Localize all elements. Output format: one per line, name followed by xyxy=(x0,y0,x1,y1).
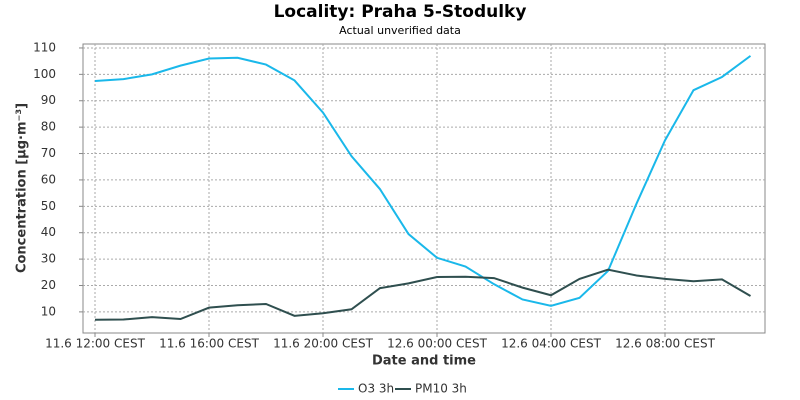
y-tick-label: 100 xyxy=(33,67,56,81)
x-tick-label: 11.6 16:00 CEST xyxy=(159,337,260,351)
y-tick-label: 50 xyxy=(41,199,56,213)
y-tick-label: 90 xyxy=(41,93,56,107)
y-axis-label: Concentration [µg·m⁻³] xyxy=(15,103,30,273)
legend-label: O3 3h xyxy=(358,382,394,396)
x-tick-label: 12.6 04:00 CEST xyxy=(501,337,602,351)
y-tick-label: 70 xyxy=(41,146,56,160)
x-tick-label: 12.6 08:00 CEST xyxy=(615,337,716,351)
y-tick-label: 80 xyxy=(41,120,56,134)
y-tick-label: 20 xyxy=(41,278,56,292)
y-tick-label: 110 xyxy=(33,40,56,54)
x-axis-label: Date and time xyxy=(372,354,476,369)
x-tick-label: 12.6 00:00 CEST xyxy=(387,337,488,351)
chart-title: Locality: Praha 5-Stodulky xyxy=(274,2,527,22)
x-tick-label: 11.6 20:00 CEST xyxy=(273,337,374,351)
y-tick-label: 10 xyxy=(41,304,56,318)
series-line xyxy=(94,55,752,307)
y-tick-label: 60 xyxy=(41,172,56,186)
x-tick-label: 11.6 12:00 CEST xyxy=(45,337,146,351)
plot-frame xyxy=(82,43,766,334)
y-tick-label: 30 xyxy=(41,252,56,266)
chart-subtitle: Actual unverified data xyxy=(339,24,461,37)
legend-label: PM10 3h xyxy=(415,382,467,396)
y-tick-label: 40 xyxy=(41,225,56,239)
series-line xyxy=(94,268,752,321)
